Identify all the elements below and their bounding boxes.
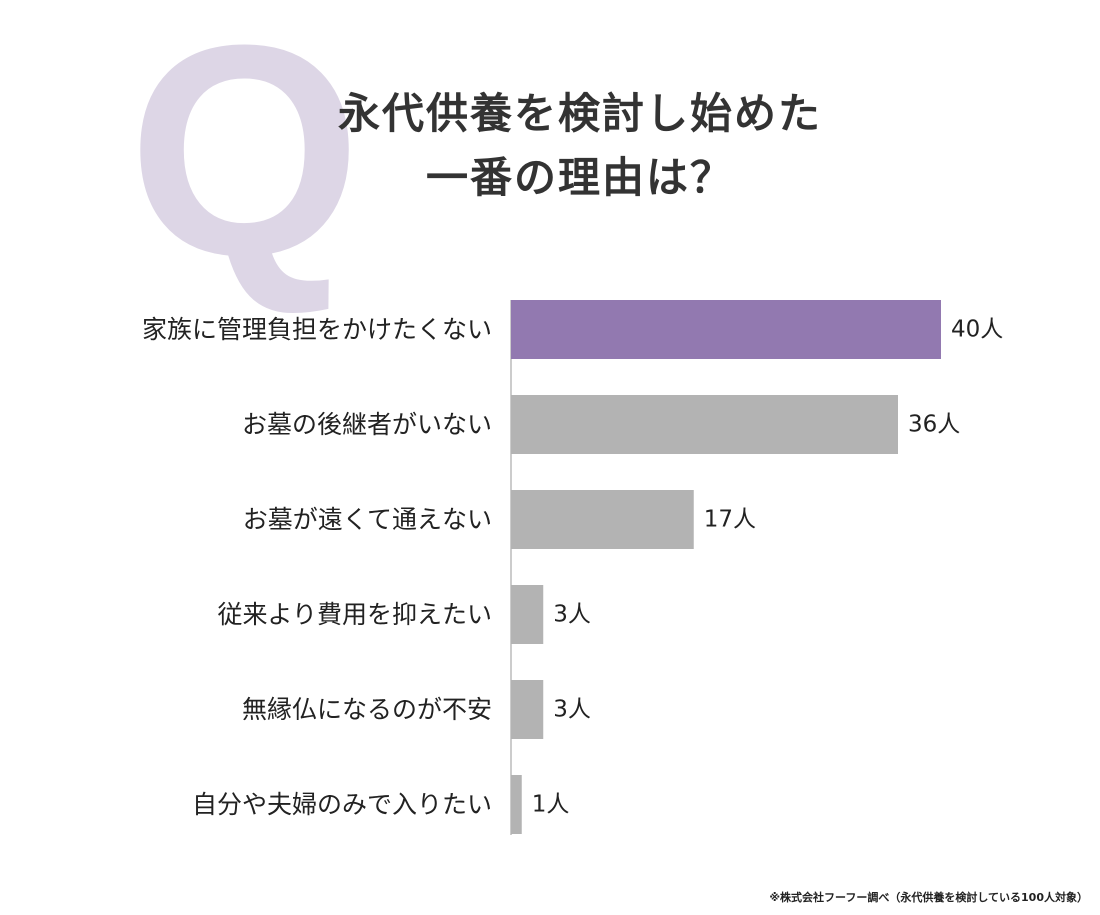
bar-0: [511, 300, 941, 359]
category-label-2: お墓が遠くて通えない: [243, 505, 492, 534]
bar-5: [511, 775, 522, 834]
q-letter-decoration: Q: [128, 0, 362, 318]
category-label-1: お墓の後継者がいない: [242, 410, 492, 439]
bar-3: [511, 585, 544, 644]
category-label-4: 無縁仏になるのが不安: [242, 695, 492, 724]
category-label-0: 家族に管理負担をかけたくない: [142, 315, 492, 344]
bar-1: [511, 395, 898, 454]
value-label-0: 40人: [951, 317, 1003, 343]
category-label-3: 従来より費用を抑えたい: [217, 600, 492, 629]
value-label-4: 3人: [553, 697, 591, 723]
value-label-2: 17人: [704, 507, 756, 533]
value-label-1: 36人: [908, 412, 960, 438]
footnote: ※株式会社フーフー調べ（永代供養を検討している100人対象）: [769, 891, 1088, 904]
category-label-5: 自分や夫婦のみで入りたい: [192, 790, 492, 819]
bar-2: [511, 490, 694, 549]
title-line-1: 永代供養を検討し始めた: [337, 89, 822, 138]
bar-4: [511, 680, 544, 739]
chart-title: 永代供養を検討し始めた 一番の理由は？: [260, 82, 900, 210]
title-line-2: 一番の理由は？: [425, 153, 734, 202]
value-label-3: 3人: [553, 602, 591, 628]
value-label-5: 1人: [532, 792, 570, 818]
